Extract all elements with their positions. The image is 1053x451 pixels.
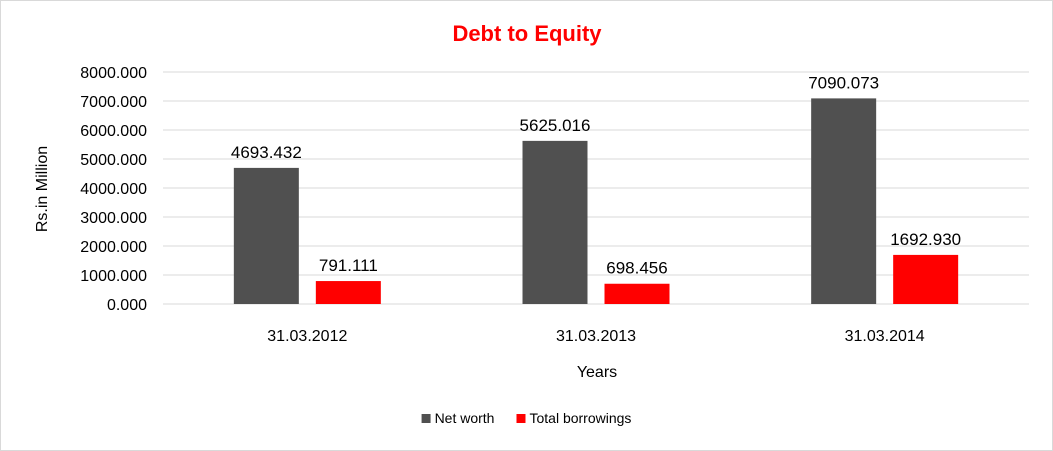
bar-net-worth xyxy=(522,140,588,304)
bar-total-borrowings xyxy=(604,283,670,304)
bar-total-borrowings xyxy=(893,254,959,304)
y-tick-label: 5000.000 xyxy=(80,152,147,169)
data-label: 4693.432 xyxy=(231,143,302,162)
y-tick-label: 7000.000 xyxy=(80,94,147,111)
chart-title: Debt to Equity xyxy=(452,21,602,46)
legend: Net worth Total borrowings xyxy=(421,410,631,426)
bar-net-worth xyxy=(233,167,299,304)
y-tick-label: 0.000 xyxy=(107,297,147,314)
y-tick-label: 3000.000 xyxy=(80,210,147,227)
gridlines xyxy=(163,71,1029,305)
legend-swatch xyxy=(516,414,526,423)
bar-total-borrowings xyxy=(315,281,381,304)
y-tick-label: 2000.000 xyxy=(80,239,147,256)
x-axis-categories: 31.03.2012 31.03.2013 31.03.2014 xyxy=(267,328,925,345)
x-category-label: 31.03.2012 xyxy=(267,328,347,345)
legend-label: Total borrowings xyxy=(529,410,631,426)
data-label: 1692.930 xyxy=(890,230,961,249)
data-label: 5625.016 xyxy=(520,116,591,135)
data-label: 791.111 xyxy=(319,256,378,275)
y-tick-label: 6000.000 xyxy=(80,123,147,140)
bar-net-worth xyxy=(811,98,877,305)
data-labels: 4693.432 791.111 5625.016 698.456 7090.073 16… xyxy=(231,73,961,277)
y-tick-label: 4000.000 xyxy=(80,181,147,198)
x-axis-title: Years xyxy=(577,364,617,381)
y-axis-title: Rs.in Million xyxy=(34,146,51,232)
bars xyxy=(233,98,959,305)
data-label: 7090.073 xyxy=(808,73,879,92)
y-tick-label: 1000.000 xyxy=(80,268,147,285)
data-label: 698.456 xyxy=(606,259,667,278)
x-category-label: 31.03.2013 xyxy=(556,328,636,345)
legend-swatch xyxy=(421,414,431,423)
legend-label: Net worth xyxy=(435,410,495,426)
legend-item: Total borrowings xyxy=(516,410,631,426)
y-axis-ticks: 0.000 1000.000 2000.000 3000.000 4000.000 500… xyxy=(80,65,147,314)
y-tick-label: 8000.000 xyxy=(80,65,147,82)
legend-item: Net worth xyxy=(421,410,495,426)
x-category-label: 31.03.2014 xyxy=(845,328,925,345)
